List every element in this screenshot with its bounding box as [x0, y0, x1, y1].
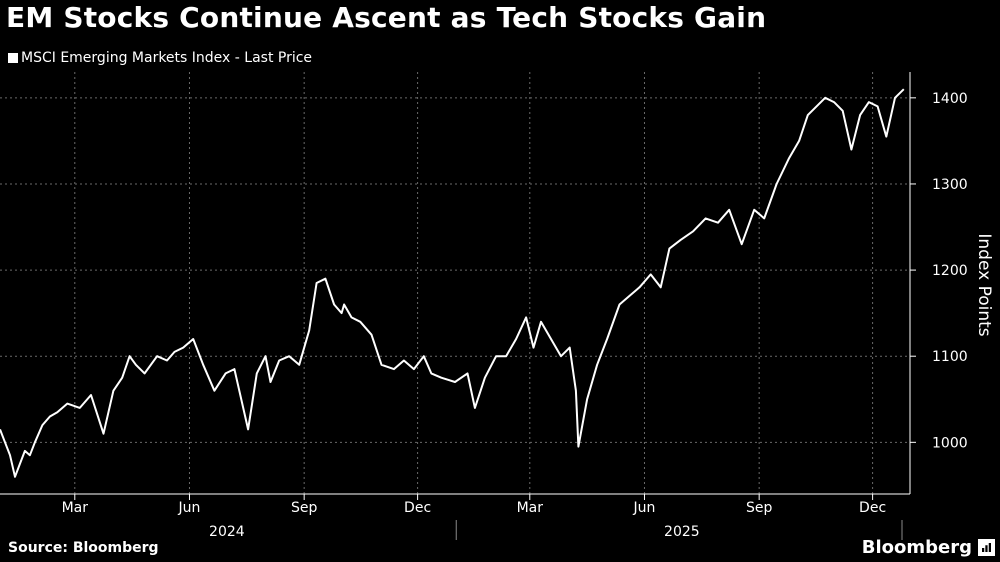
x-year-label-2025: 2025	[664, 524, 700, 540]
axes	[0, 72, 916, 540]
x-year-label-2024: 2024	[209, 524, 245, 540]
chart-title: EM Stocks Continue Ascent as Tech Stocks…	[6, 1, 767, 34]
x-tick-label-dec-7: Dec	[859, 500, 886, 516]
grid-lines	[0, 72, 910, 494]
y-tick-label-1200: 1200	[932, 263, 968, 279]
x-tick-label-dec-3: Dec	[404, 500, 431, 516]
x-tick-label-mar-4: Mar	[517, 500, 544, 516]
legend-label: MSCI Emerging Markets Index - Last Price	[21, 50, 313, 66]
bloomberg-logo-icon	[978, 539, 995, 556]
series-line-msci-em	[0, 88, 905, 478]
x-tick-label-mar-0: Mar	[62, 500, 89, 516]
tick-labels: 1000 1100 1200 1300 1400 Mar Jun Sep Dec Mar Jun Se…	[62, 91, 968, 540]
y-tick-label-1100: 1100	[932, 349, 968, 365]
x-tick-label-sep-2: Sep	[291, 500, 318, 516]
y-axis-title: Index Points	[974, 233, 994, 336]
y-tick-label-1300: 1300	[932, 177, 968, 193]
y-tick-label-1000: 1000	[932, 435, 968, 451]
brand-name: Bloomberg	[861, 537, 972, 558]
x-tick-label-jun-5: Jun	[633, 500, 656, 516]
x-tick-label-jun-1: Jun	[178, 500, 201, 516]
y-tick-label-1400: 1400	[932, 91, 968, 107]
legend-swatch	[8, 53, 18, 63]
legend: MSCI Emerging Markets Index - Last Price	[8, 50, 312, 66]
x-tick-label-sep-6: Sep	[746, 500, 773, 516]
source-note: Source: Bloomberg	[8, 540, 159, 556]
brand-mark: Bloomberg	[862, 537, 995, 558]
